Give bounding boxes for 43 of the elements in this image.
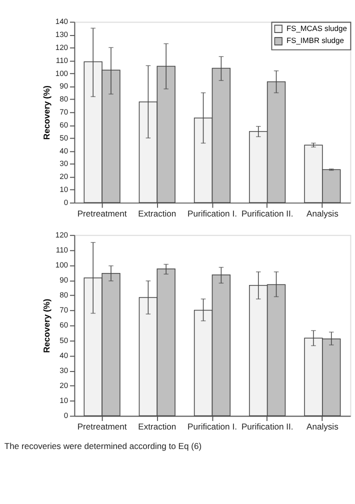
y-tick-label: 70: [60, 108, 68, 117]
y-tick-label: 90: [60, 82, 68, 91]
y-tick-label: 120: [55, 230, 68, 240]
x-tick-label: Pretreatment: [77, 208, 128, 218]
y-tick-label: 80: [60, 94, 68, 104]
y-tick-label: 30: [60, 366, 68, 375]
y-axis-title: Recovery (%): [42, 85, 52, 140]
legend-label: FS_MCAS sludge: [286, 24, 347, 33]
y-tick-label: 70: [60, 306, 68, 315]
y-tick-label: 10: [60, 185, 68, 194]
y-tick-label: 140: [55, 17, 68, 26]
y-tick-label: 40: [60, 350, 68, 360]
x-tick-label: Analysis: [306, 422, 338, 432]
y-tick-label: 90: [60, 276, 68, 285]
x-tick-label: Analysis: [306, 208, 338, 218]
y-tick-label: 0: [64, 198, 68, 207]
y-tick-label: 80: [60, 290, 68, 300]
y-tick-label: 40: [60, 146, 68, 156]
x-tick-label: Pretreatment: [77, 422, 128, 432]
text: The recoveries were determined according to Eq (6): [4, 441, 202, 452]
x-tick-label: Extraction: [138, 208, 176, 218]
x-tick-label: Purification II.: [241, 422, 294, 432]
x-tick-label: Purification I.: [188, 208, 237, 218]
y-tick-label: 110: [56, 56, 68, 65]
y-tick-label: 20: [60, 381, 68, 390]
y-axis-title: Recovery (%): [42, 298, 52, 353]
y-tick-label: 110: [56, 245, 68, 254]
y-tick-label: 0: [64, 411, 68, 420]
y-tick-label: 100: [55, 68, 68, 78]
y-tick-label: 20: [60, 172, 68, 182]
y-tick-label: 50: [60, 336, 68, 345]
x-tick-label: Purification II.: [241, 208, 294, 218]
y-tick-label: 60: [60, 120, 68, 130]
y-tick-label: 30: [60, 159, 68, 168]
x-tick-label: Purification I.: [188, 422, 237, 432]
y-tick-label: 100: [55, 260, 68, 270]
y-tick-label: 10: [60, 396, 68, 406]
legend-label: FS_IMBR sludge: [286, 36, 344, 46]
y-tick-label: 50: [60, 133, 68, 142]
y-tick-label: 130: [55, 30, 68, 40]
x-tick-label: Extraction: [138, 422, 176, 432]
y-tick-label: 60: [60, 320, 68, 330]
y-tick-label: 120: [55, 42, 68, 52]
